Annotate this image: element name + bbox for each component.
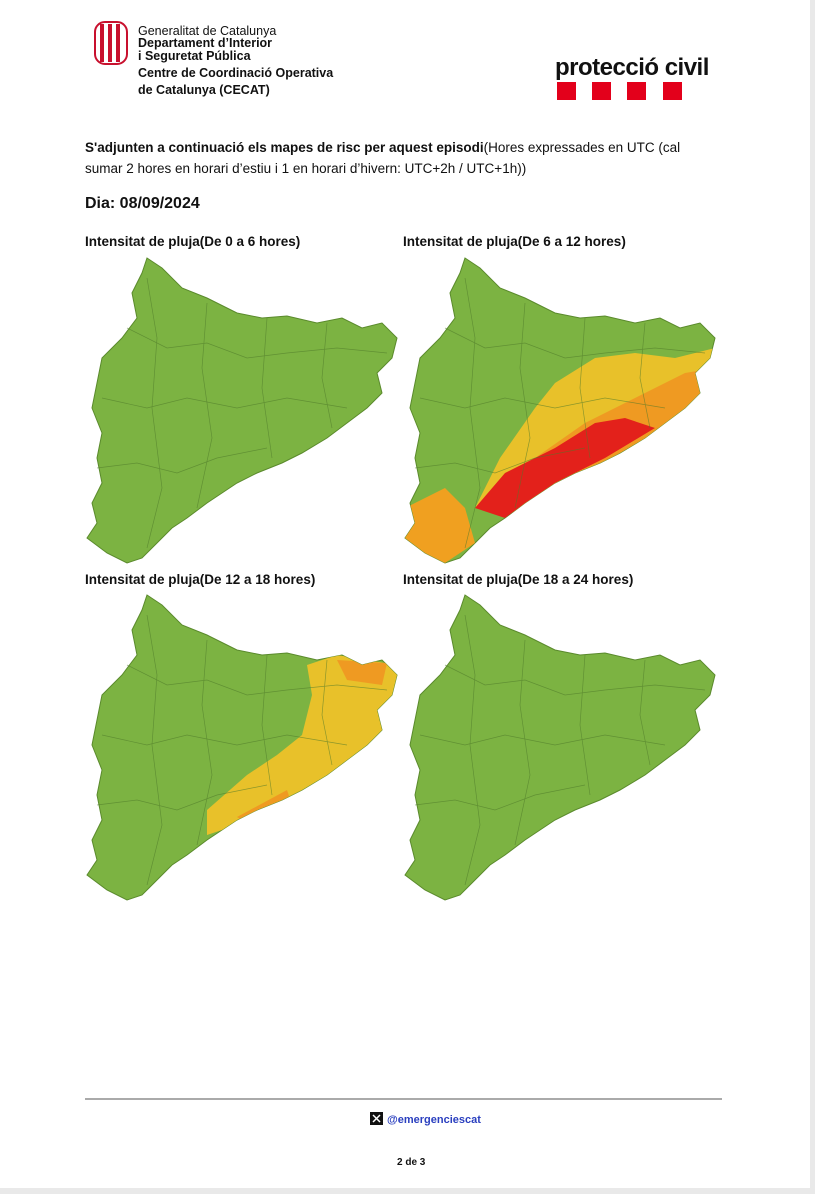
brand-squares [557, 82, 682, 100]
risk-map [86, 257, 398, 564]
social-handle[interactable]: @emergenciescat [387, 1114, 481, 1126]
map-title: Intensitat de pluja(De 12 a 18 hores) [85, 572, 316, 587]
intro: S'adjunten a continuació els mapes de ri… [85, 137, 715, 179]
x-icon [370, 1112, 383, 1125]
org-line: de Catalunya (CECAT) [138, 83, 270, 97]
generalitat-emblem [94, 21, 128, 65]
map-title: Intensitat de pluja(De 18 a 24 hores) [403, 572, 634, 587]
org-line: Departament d’Interior [138, 36, 273, 50]
intro-normal: (Hores expressades en UTC (cal sumar 2 h… [85, 140, 681, 176]
risk-map [404, 594, 716, 901]
intro-bold: S'adjunten a continuació els mapes de ri… [85, 140, 484, 155]
risk-map [404, 257, 716, 564]
page-number: 2 de 3 [397, 1157, 426, 1168]
date: Dia: 08/09/2024 [85, 195, 200, 212]
map-title: Intensitat de pluja(De 0 a 6 hores) [85, 234, 301, 249]
risk-map [86, 594, 398, 901]
map-title: Intensitat de pluja(De 6 a 12 hores) [403, 234, 626, 249]
brand: protecció civil [555, 54, 709, 81]
org-line: Generalitat de Catalunya [138, 24, 277, 38]
org-line: Centre de Coordinació Operativa [138, 66, 334, 80]
org-line: i Seguretat Pública [138, 49, 251, 63]
